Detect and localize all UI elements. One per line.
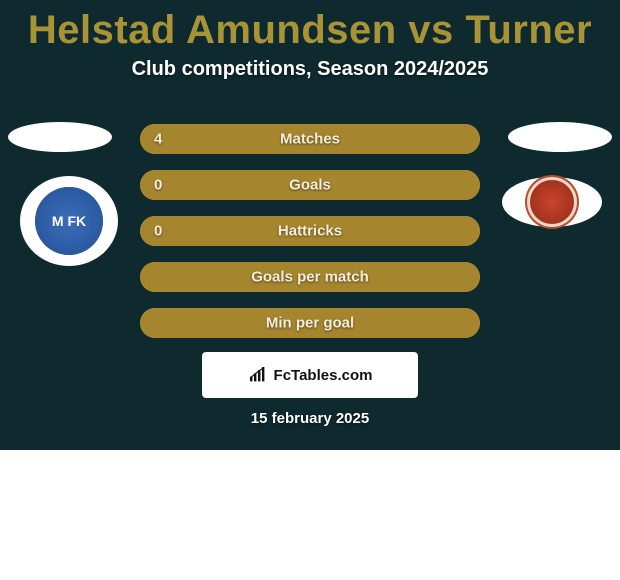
bar-goals: 0 Goals [140, 170, 480, 200]
bar-goals-per-match: Goals per match [140, 262, 480, 292]
club-badge-right [502, 177, 602, 227]
player-placeholder-right [508, 122, 612, 152]
chart-icon [248, 367, 268, 383]
bar-matches: 4 Matches [140, 124, 480, 154]
subtitle: Club competitions, Season 2024/2025 [0, 58, 620, 81]
bar-label: Goals [289, 177, 331, 194]
stats-bars: 4 Matches 0 Goals 0 Hattricks Goals per … [140, 124, 480, 354]
page-title: Helstad Amundsen vs Turner [0, 0, 620, 52]
club-logo-right [530, 180, 574, 224]
bar-label: Hattricks [278, 223, 342, 240]
bar-hattricks: 0 Hattricks [140, 216, 480, 246]
player-placeholder-left [8, 122, 112, 152]
club-logo-left: M FK [35, 187, 103, 255]
bar-label: Goals per match [251, 269, 369, 286]
bar-value-left: 0 [154, 223, 162, 240]
bar-value-left: 0 [154, 177, 162, 194]
brand-box: FcTables.com [202, 352, 418, 398]
bar-min-per-goal: Min per goal [140, 308, 480, 338]
comparison-panel: Helstad Amundsen vs Turner Club competit… [0, 0, 620, 450]
brand-text: FcTables.com [274, 367, 373, 384]
bar-label: Min per goal [266, 315, 354, 332]
date-text: 15 february 2025 [0, 410, 620, 427]
bar-label: Matches [280, 131, 340, 148]
bar-value-left: 4 [154, 131, 162, 148]
club-badge-left: M FK [20, 176, 118, 266]
